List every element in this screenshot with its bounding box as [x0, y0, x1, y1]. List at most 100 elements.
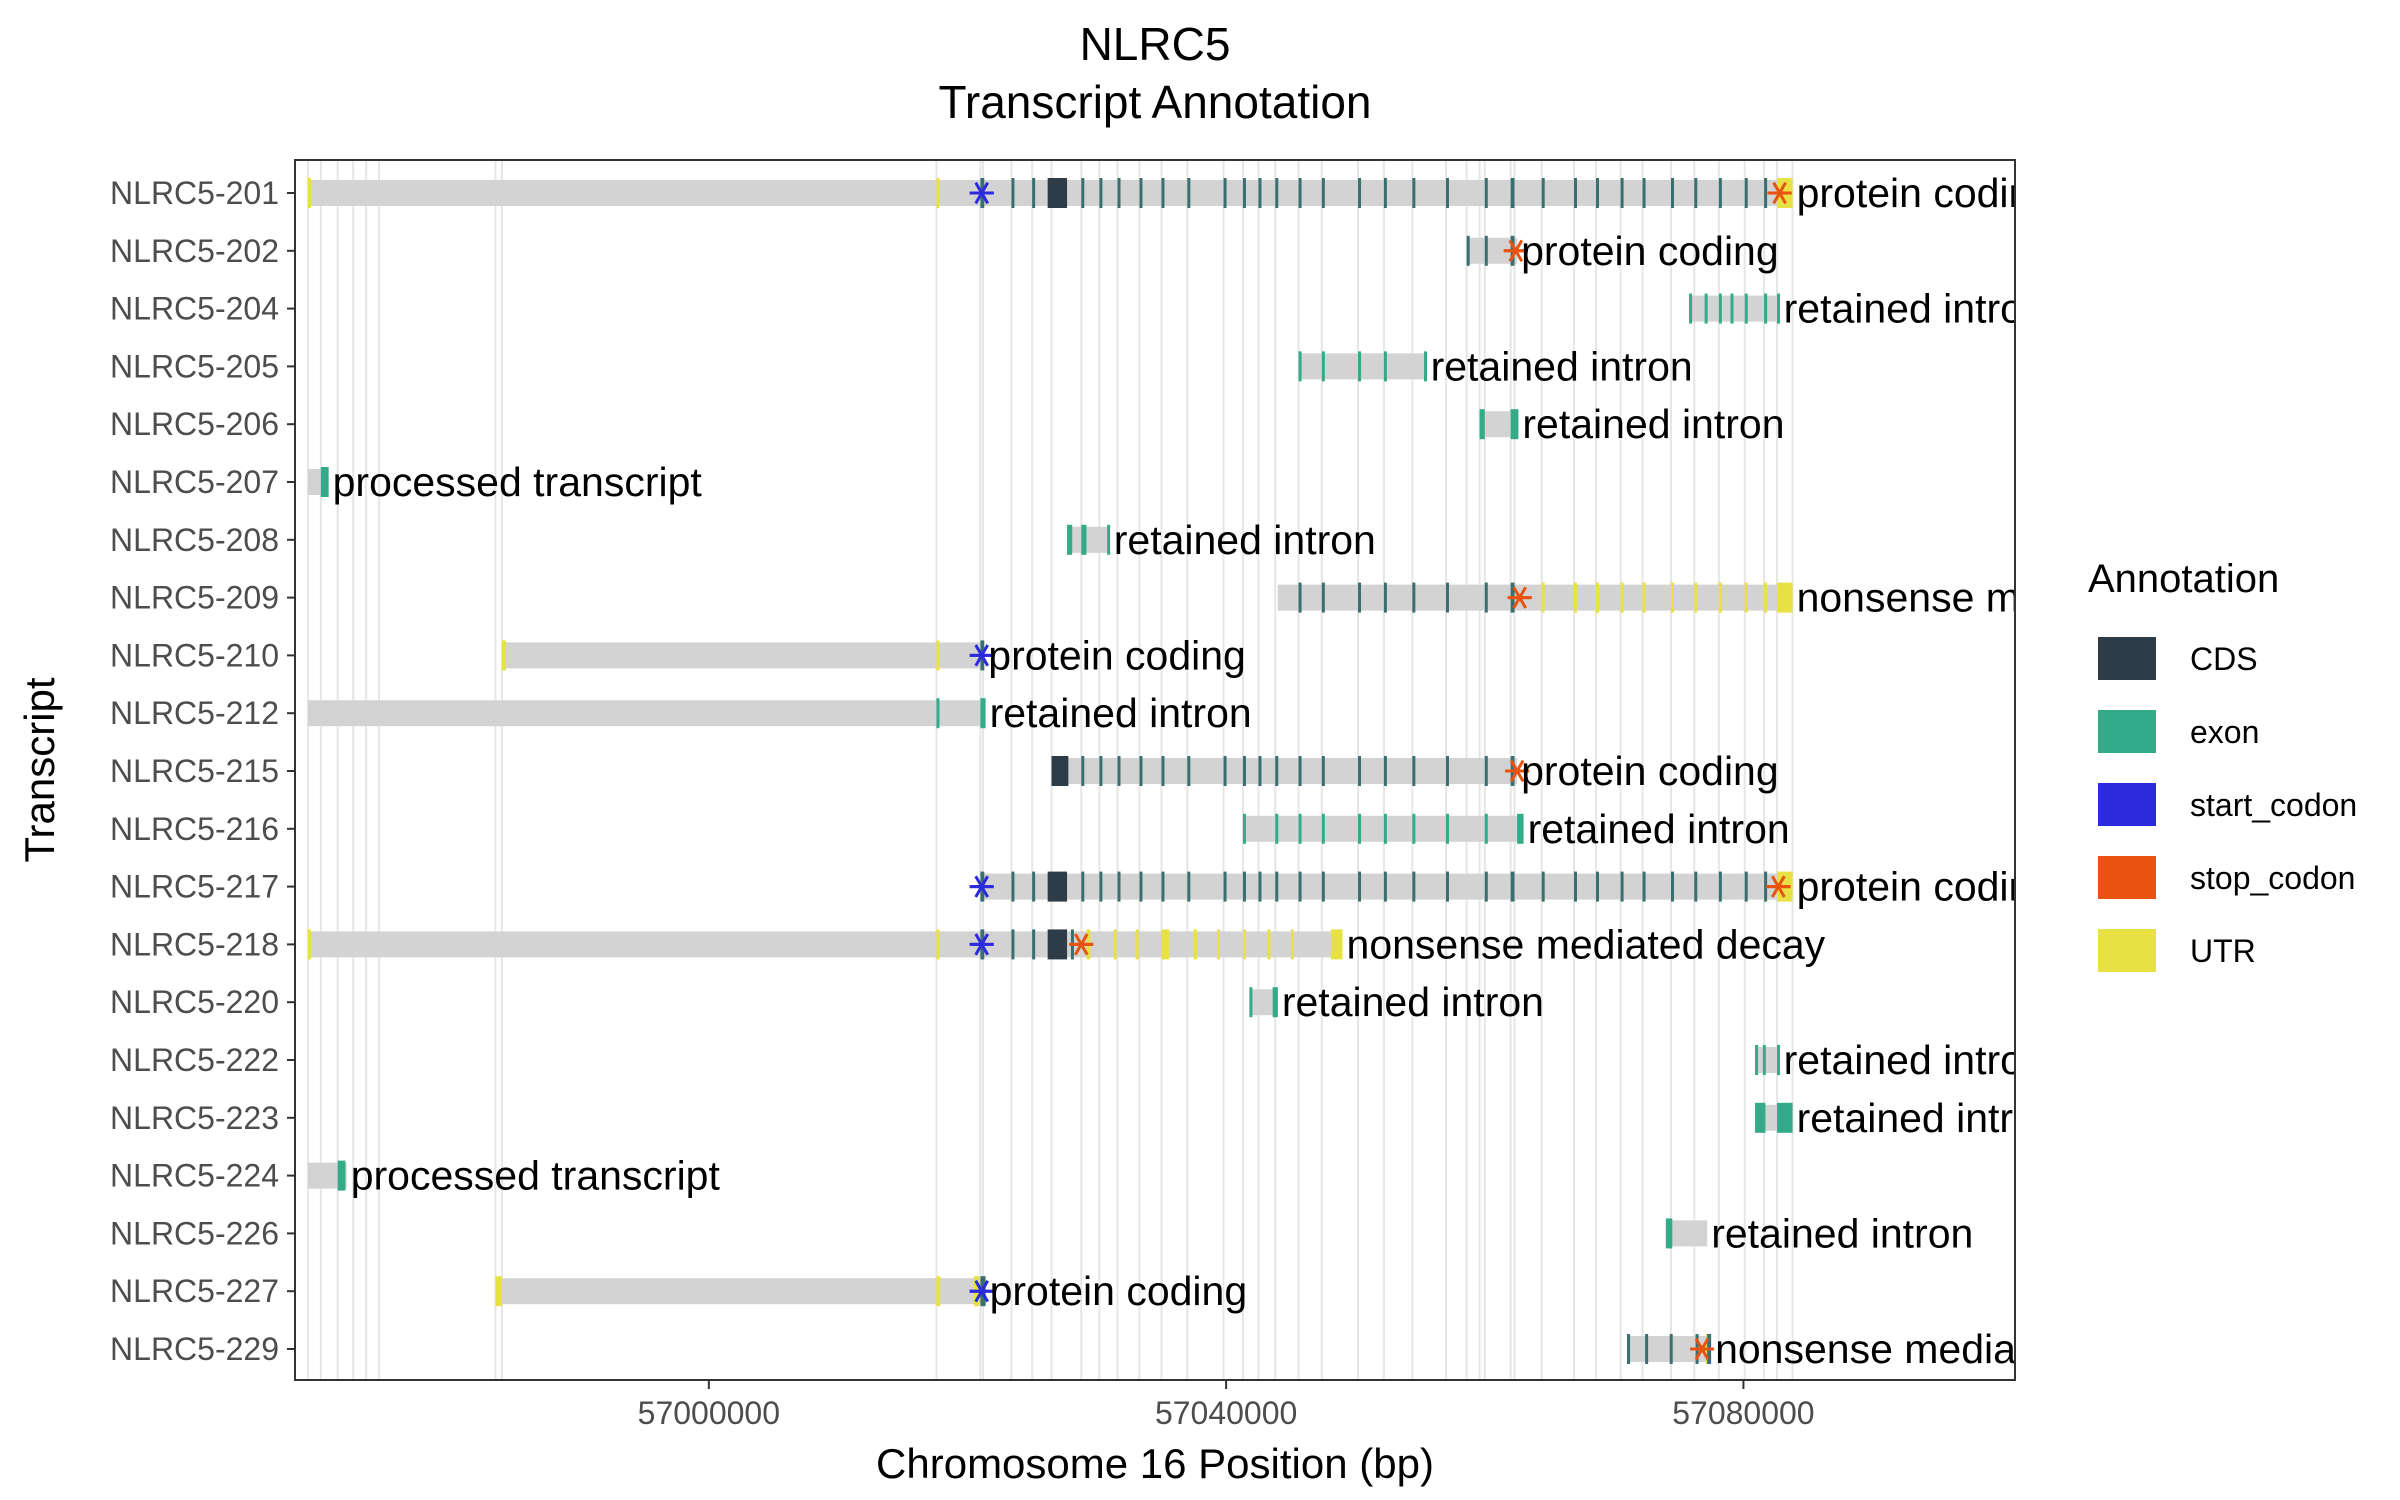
biotype-label: protein coding [1797, 864, 2055, 910]
transcript-row: processed transcript [307, 459, 703, 505]
transcript-span [1755, 1047, 1780, 1073]
cds-segment [1223, 871, 1227, 902]
exon-segment [1777, 1045, 1781, 1075]
biotype-label: protein coding [1797, 170, 2055, 216]
biotype-label: retained intron [1114, 517, 1376, 563]
cds-segment [1718, 871, 1722, 902]
transcript-span [307, 931, 1343, 958]
cds-segment [1595, 871, 1599, 902]
cds-segment [1694, 871, 1698, 902]
utr-segment [1161, 929, 1170, 960]
cds-segment [1718, 178, 1722, 208]
y-tick-label: NLRC5-220 [110, 984, 279, 1020]
cds-segment [1275, 178, 1279, 208]
biotype-label: processed transcript [333, 459, 703, 505]
exon-segment [1479, 409, 1485, 440]
stop-codon-marker [1069, 933, 1094, 956]
transcript-row: retained intron [1479, 401, 1785, 447]
utr-segment [495, 1276, 502, 1307]
exon-segment [1358, 351, 1362, 382]
utr-segment [1541, 582, 1545, 613]
cds-segment [1187, 871, 1191, 902]
y-tick-label: NLRC5-226 [110, 1215, 279, 1251]
transcript-row: nonsense mediated decay [307, 921, 1826, 967]
transcript-span [1051, 758, 1518, 784]
cds-segment [1383, 582, 1387, 613]
transcript-row: protein coding [969, 864, 2055, 910]
cds-segment [1574, 178, 1578, 208]
cds-segment [1645, 1334, 1649, 1364]
cds-segment [1242, 178, 1246, 208]
utr-segment [1330, 929, 1343, 960]
start-codon-marker [969, 644, 994, 667]
exon-segment [936, 698, 940, 729]
biotype-label: protein coding [990, 1268, 1248, 1314]
biotype-label: retained intron [1528, 806, 1790, 852]
transcript-row: protein coding [307, 170, 2055, 216]
legend-swatch-start-codon [2098, 783, 2156, 826]
exon-segment [1755, 1045, 1759, 1075]
biotype-label: protein coding [1521, 748, 1779, 794]
cds-segment [1321, 178, 1325, 208]
cds-segment [1011, 929, 1015, 960]
transcript-span [1067, 526, 1110, 553]
exon-segment [1081, 524, 1087, 555]
cds-segment [1510, 871, 1515, 902]
exon-segment [337, 1160, 346, 1191]
cds-segment [1139, 871, 1143, 902]
utr-segment [1777, 582, 1793, 613]
transcript-span [1277, 584, 1793, 611]
y-tick-label: NLRC5-227 [110, 1273, 279, 1309]
transcript-row: retained intron [1755, 1095, 2015, 1141]
utr-segment [307, 929, 311, 960]
start-codon-marker [969, 875, 994, 898]
cds-segment [1047, 178, 1068, 208]
transcript-row: retained intron [1298, 343, 1693, 389]
transcript-row: retained intron [1689, 286, 2015, 332]
cds-segment [1358, 871, 1362, 902]
transcript-row: retained intron [1755, 1037, 2015, 1083]
exon-segment [1777, 1102, 1793, 1133]
start-codon-marker [969, 1280, 994, 1303]
cds-segment [1412, 871, 1416, 902]
y-tick-label: NLRC5-209 [110, 580, 279, 616]
cds-segment [1484, 582, 1488, 613]
transcript-span [1242, 815, 1524, 842]
utr-segment [1620, 582, 1624, 613]
exon-segment [1689, 293, 1693, 324]
exon-segment [1249, 987, 1253, 1018]
cds-segment [1099, 756, 1103, 786]
utr-segment [936, 1276, 941, 1307]
legend: Annotation CDS exon start_codon stop_codon U… [2088, 557, 2357, 972]
cds-segment [1081, 756, 1085, 786]
utr-segment [307, 178, 311, 208]
stop-codon-marker [1503, 239, 1528, 262]
exon-segment [1665, 1218, 1673, 1249]
cds-segment [1117, 756, 1121, 786]
exon-segment [980, 698, 986, 729]
utr-segment [1290, 929, 1294, 960]
cds-segment [1445, 178, 1449, 208]
stop-codon-marker [1505, 759, 1530, 783]
cds-segment [1161, 871, 1165, 902]
cds-segment [1764, 178, 1768, 208]
cds-segment [1117, 871, 1121, 902]
cds-segment [1744, 871, 1748, 902]
exon-segment [1358, 813, 1362, 844]
cds-segment [1258, 178, 1262, 208]
legend-title: Annotation [2088, 557, 2279, 601]
transcript-span [1665, 1220, 1708, 1247]
exon-segment [1517, 813, 1524, 844]
cds-segment [1627, 1334, 1631, 1364]
biotype-label: protein coding [988, 632, 1246, 678]
cds-segment [1242, 756, 1246, 786]
cds-segment [1764, 871, 1768, 902]
exon-segment [1484, 813, 1488, 844]
exon-segment [1730, 293, 1734, 324]
cds-segment [1032, 871, 1036, 902]
y-tick-label: NLRC5-224 [110, 1158, 279, 1194]
utr-segment [1744, 582, 1748, 613]
legend-label-UTR: UTR [2190, 933, 2256, 969]
biotype-label: retained intron [1522, 401, 1784, 447]
